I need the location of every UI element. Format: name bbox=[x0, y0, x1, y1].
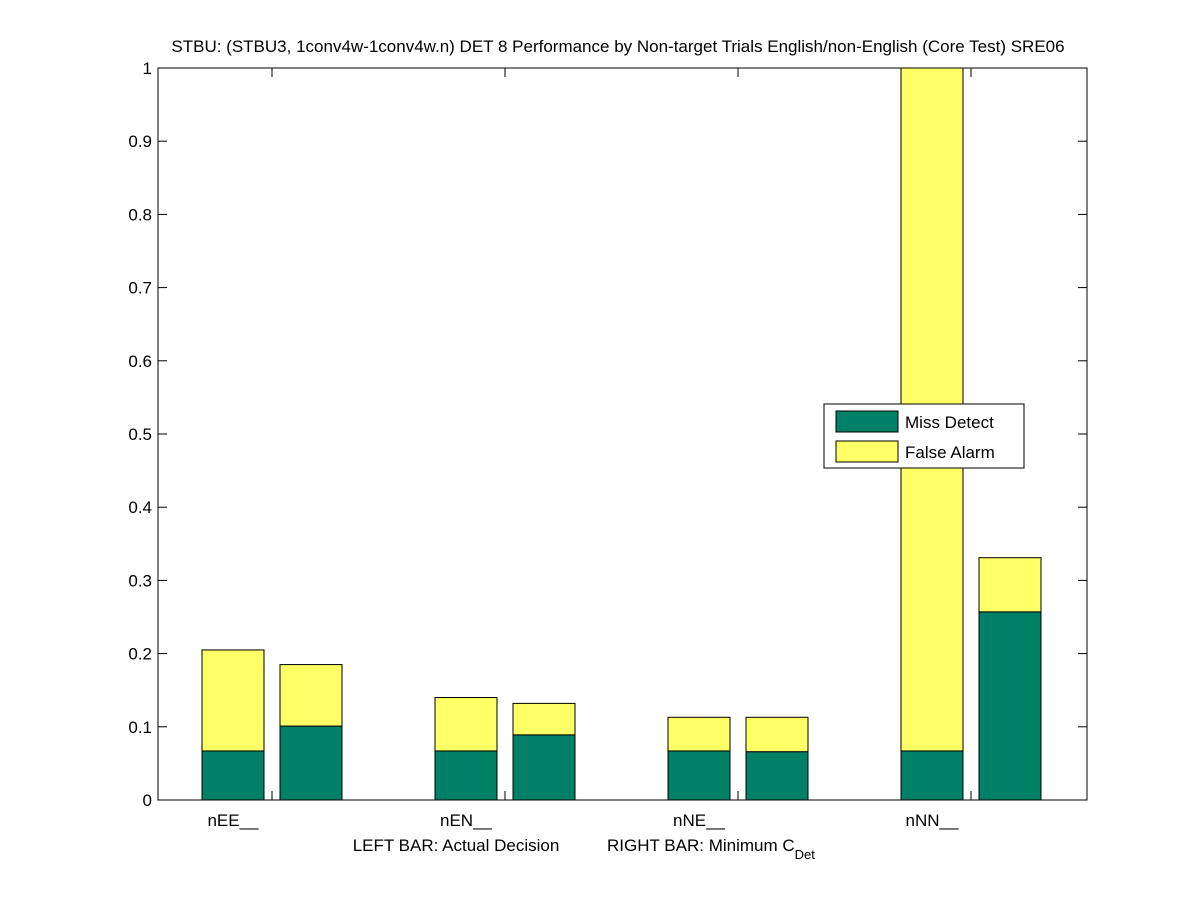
axes: 0 0.1 0.2 0.3 0.4 0.5 0.6 0.7 0.8 0.9 1 bbox=[128, 59, 1088, 810]
xlabel-right-main: RIGHT BAR: Minimum C bbox=[607, 836, 795, 855]
xlabel-left: LEFT BAR: Actual Decision bbox=[353, 836, 560, 855]
bar-nNE-left-miss-detect bbox=[667, 750, 731, 801]
bar-nEE-right-false-alarm bbox=[279, 664, 343, 727]
xlabel-right-sub: Det bbox=[795, 847, 816, 862]
y-tick-label: 0.3 bbox=[128, 571, 152, 590]
x-axis-label: LEFT BAR: Actual Decision RIGHT BAR: Min… bbox=[353, 836, 816, 862]
legend-label-false-alarm: False Alarm bbox=[905, 443, 995, 462]
bar-nNE-left-false-alarm bbox=[667, 716, 731, 752]
bar-nNN-right-false-alarm bbox=[978, 557, 1042, 613]
bar-nEN-right-miss-detect bbox=[512, 734, 576, 801]
y-tick-label: 0.5 bbox=[128, 425, 152, 444]
legend-swatch-miss-detect bbox=[835, 410, 899, 433]
bar-nEE-left-miss-detect bbox=[201, 750, 265, 801]
bar-nNE-right-miss-detect bbox=[745, 751, 809, 801]
bar-nEE-right-miss-detect bbox=[279, 725, 343, 801]
bars bbox=[201, 67, 1042, 801]
y-tick-label: 1 bbox=[143, 59, 152, 78]
y-tick-label: 0.9 bbox=[128, 132, 152, 151]
legend-swatch-false-alarm bbox=[835, 440, 899, 463]
xlabel-right: RIGHT BAR: Minimum CDet bbox=[607, 836, 815, 862]
y-tick-label: 0 bbox=[143, 791, 152, 810]
category-labels: nEE__ nEN__ nNE__ nNN__ bbox=[207, 811, 959, 830]
y-tick-label: 0.1 bbox=[128, 718, 152, 737]
legend: Miss Detect False Alarm bbox=[823, 403, 1025, 469]
y-tick-label: 0.6 bbox=[128, 352, 152, 371]
y-tick-label: 0.7 bbox=[128, 279, 152, 298]
y-tick-label: 0.2 bbox=[128, 645, 152, 664]
bar-nEN-left-miss-detect bbox=[434, 750, 498, 801]
bar-nNN-left-miss-detect bbox=[900, 750, 964, 801]
category-label: nNE__ bbox=[673, 811, 726, 830]
y-tick-label: 0.8 bbox=[128, 205, 152, 224]
category-label: nEE__ bbox=[207, 811, 259, 830]
bar-nEN-right-false-alarm bbox=[512, 702, 576, 736]
legend-label-miss-detect: Miss Detect bbox=[905, 413, 994, 432]
bar-nEN-left-false-alarm bbox=[434, 697, 498, 752]
bar-nNE-right-false-alarm bbox=[745, 716, 809, 753]
category-label: nEN__ bbox=[440, 811, 493, 830]
bar-nEE-left-false-alarm bbox=[201, 649, 265, 752]
bar-nNN-right-miss-detect bbox=[978, 611, 1042, 801]
category-label: nNN__ bbox=[906, 811, 959, 830]
y-tick-label: 0.4 bbox=[128, 498, 152, 517]
chart-title: STBU: (STBU3, 1conv4w-1conv4w.n) DET 8 P… bbox=[171, 37, 1064, 56]
